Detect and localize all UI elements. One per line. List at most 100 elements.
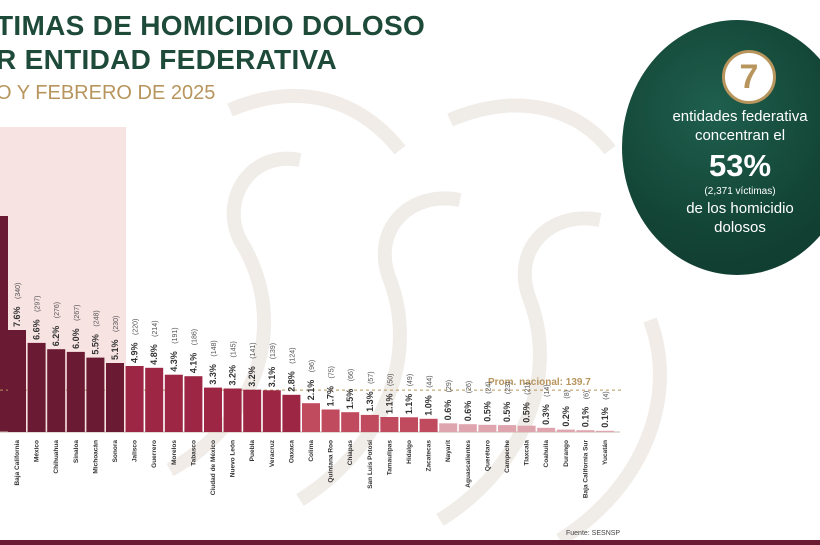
category-label-31: Yucatán [602, 440, 609, 465]
count-label-30: (6) [583, 391, 590, 400]
category-label-20: Tamaulipas [386, 440, 393, 476]
percent-label-26: 0.5% [502, 402, 512, 423]
bar-22 [419, 418, 438, 432]
category-label-15: Oaxaca [288, 440, 295, 464]
bar-16 [302, 403, 320, 432]
average-label: Prom. nacional: 139.7 [488, 377, 591, 388]
bar-27 [517, 425, 536, 432]
percent-label-2: 6.6% [32, 319, 42, 340]
category-label-16: Colima [308, 440, 315, 462]
count-label-31: (4) [603, 391, 610, 400]
count-label-5: (248) [93, 310, 100, 326]
count-label-29: (8) [564, 390, 571, 399]
bar-10 [184, 376, 203, 432]
bar-cut-off [0, 216, 8, 432]
category-label-6: Sonora [112, 440, 119, 463]
count-label-14: (139) [270, 343, 277, 359]
percent-label-14: 3.1% [267, 367, 277, 388]
callout-number: 7 [739, 58, 759, 96]
percent-label-19: 1.3% [365, 391, 375, 412]
percent-label-4: 6.0% [71, 328, 81, 349]
bar-17 [321, 409, 340, 432]
percent-label-8: 4.8% [149, 344, 159, 365]
percent-label-18: 1.5% [345, 389, 355, 410]
bar-1 [8, 330, 26, 432]
category-label-25: Querétaro [484, 440, 491, 471]
percent-label-25: 0.5% [482, 401, 492, 422]
bar-5 [86, 357, 105, 432]
category-label-10: Tabasco [190, 440, 197, 466]
count-label-1: (340) [15, 283, 22, 299]
count-label-10: (186) [191, 329, 198, 345]
bar-11 [204, 387, 222, 432]
bar-15 [282, 394, 301, 432]
percent-label-17: 1.7% [326, 386, 336, 407]
count-label-4: (267) [74, 305, 81, 321]
count-label-7: (220) [133, 319, 140, 335]
percent-label-10: 4.1% [188, 353, 198, 374]
percent-label-27: 0.5% [522, 402, 532, 423]
bar-28 [537, 427, 556, 432]
bar-9 [164, 374, 183, 432]
bar-2 [27, 342, 46, 432]
chart-title-line-1: TIMAS DE HOMICIDIO DOLOSO [0, 10, 426, 41]
bar-19 [360, 414, 379, 432]
count-label-19: (57) [368, 371, 375, 383]
count-label-16: (96) [309, 360, 316, 372]
source-note: Fuente: SESNSP [566, 530, 621, 537]
callout-line-1: entidades federativa [672, 108, 808, 125]
category-label-29: Durango [563, 440, 570, 467]
count-label-17: (75) [329, 366, 336, 378]
percent-label-22: 1.0% [424, 395, 434, 416]
bar-24 [458, 424, 477, 432]
percent-label-11: 3.3% [208, 364, 218, 385]
percent-label-9: 4.3% [169, 351, 179, 372]
bar-30 [576, 430, 595, 432]
category-label-28: Coahuila [543, 440, 550, 468]
count-label-24: (26) [466, 381, 473, 393]
summary-callout [622, 20, 820, 275]
bar-29 [556, 429, 575, 432]
count-label-3: (276) [54, 302, 61, 318]
count-label-15: (124) [289, 347, 296, 363]
category-label-1: Baja California [14, 440, 21, 486]
category-label-30: Baja California Sur [582, 440, 589, 499]
count-label-28: (14) [544, 384, 551, 396]
count-label-13: (141) [250, 342, 257, 358]
bar-21 [400, 417, 418, 432]
percent-label-29: 0.2% [561, 406, 571, 427]
category-label-14: Veracruz [269, 439, 276, 467]
count-label-22: (44) [427, 375, 434, 387]
category-label-3: Chihuahua [53, 440, 60, 474]
percent-label-31: 0.1% [600, 407, 610, 428]
category-label-18: Chiapas [347, 440, 354, 466]
count-label-9: (191) [172, 327, 179, 343]
percent-label-21: 1.1% [404, 394, 414, 415]
bar-20 [380, 417, 399, 432]
category-label-12: Nuevo León [230, 440, 237, 477]
percent-label-12: 3.2% [228, 365, 238, 386]
percent-label-16: 2.1% [306, 380, 316, 401]
percent-label-5: 5.5% [90, 334, 100, 355]
category-label-8: Guerrero [151, 440, 158, 468]
category-label-13: Puebla [249, 440, 256, 462]
count-label-21: (49) [407, 374, 414, 386]
count-label-23: (29) [446, 380, 453, 392]
category-label-11: Ciudad de México [210, 440, 217, 495]
count-label-25: (24) [485, 381, 492, 393]
category-label-21: Hidalgo [406, 440, 413, 464]
bar-18 [341, 412, 360, 432]
bar-6 [106, 363, 124, 432]
bar-7 [125, 366, 144, 432]
category-label-22: Zacatecas [426, 440, 433, 472]
bar-25 [478, 424, 497, 432]
bar-14 [262, 390, 281, 432]
category-label-17: Quintana Roo [328, 440, 335, 483]
callout-line-5: dolosos [714, 219, 766, 236]
bar-8 [145, 367, 164, 432]
percent-label-23: 0.6% [443, 400, 453, 421]
bar-4 [66, 351, 85, 432]
category-label-27: Tlaxcala [524, 440, 531, 466]
